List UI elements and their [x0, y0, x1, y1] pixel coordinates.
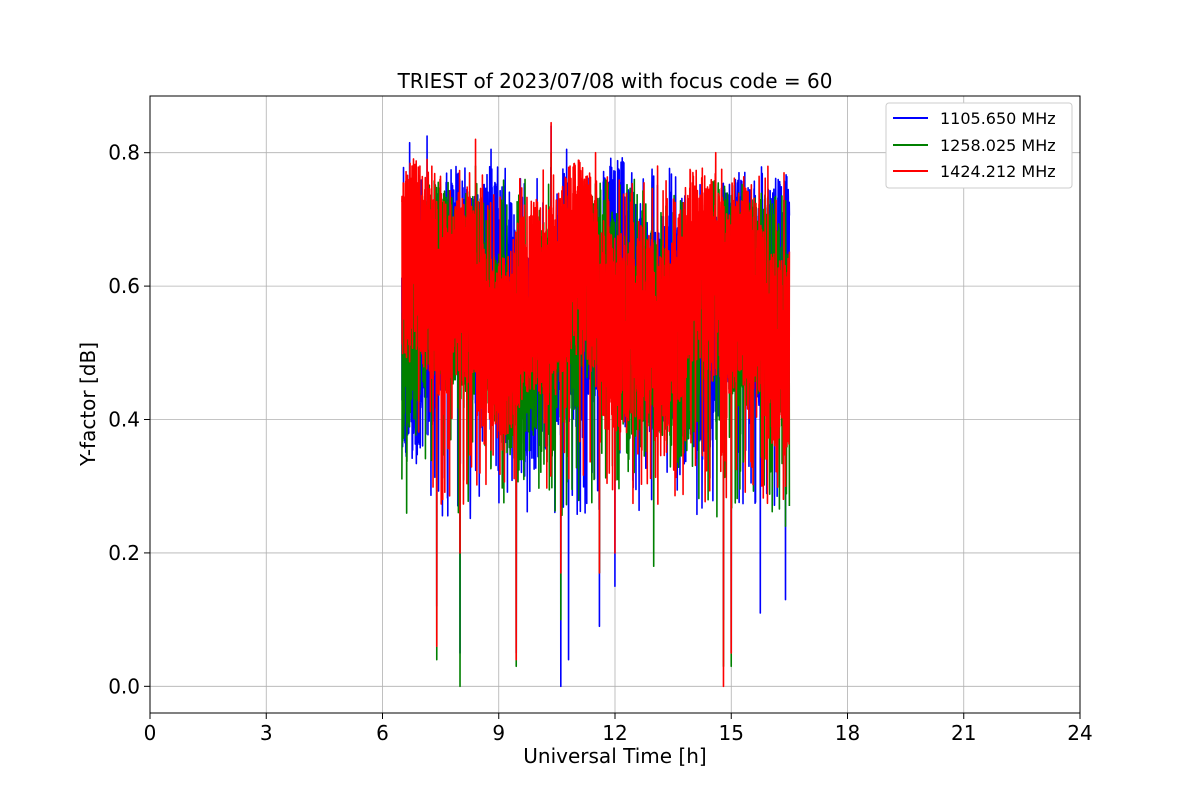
- legend: 1105.650 MHz 1258.025 MHz 1424.212 MHz: [885, 102, 1073, 189]
- x-tick-label: 6: [376, 721, 389, 745]
- legend-box: [885, 102, 1073, 189]
- x-tick-label: 9: [492, 721, 505, 745]
- x-tick-label: 15: [719, 721, 744, 745]
- y-tick-label: 0.2: [108, 541, 140, 565]
- y-tick-label: 0.4: [108, 408, 140, 432]
- legend-label-1: 1105.650 MHz: [940, 109, 1056, 128]
- x-tick-label: 18: [835, 721, 860, 745]
- ticks: 0 3 6 9 12 15 18 21 24 0.0 0.2 0.4 0.6 0.8: [108, 141, 1093, 745]
- chart-title: TRIEST of 2023/07/08 with focus code = 6…: [397, 69, 833, 93]
- y-tick-label: 0.8: [108, 141, 140, 165]
- x-tick-label: 0: [144, 721, 157, 745]
- y-tick-label: 0.0: [108, 674, 140, 698]
- series-layer: [401, 121, 791, 688]
- x-tick-label: 12: [602, 721, 627, 745]
- x-tick-label: 24: [1067, 721, 1092, 745]
- legend-label-3: 1424.212 MHz: [940, 162, 1056, 181]
- x-axis-label: Universal Time [h]: [523, 744, 706, 768]
- series-line-3: [401, 121, 791, 688]
- y-tick-label: 0.6: [108, 274, 140, 298]
- x-tick-label: 3: [260, 721, 273, 745]
- y-axis-label: Y-factor [dB]: [76, 342, 100, 467]
- legend-label-2: 1258.025 MHz: [940, 136, 1056, 155]
- x-tick-label: 21: [951, 721, 976, 745]
